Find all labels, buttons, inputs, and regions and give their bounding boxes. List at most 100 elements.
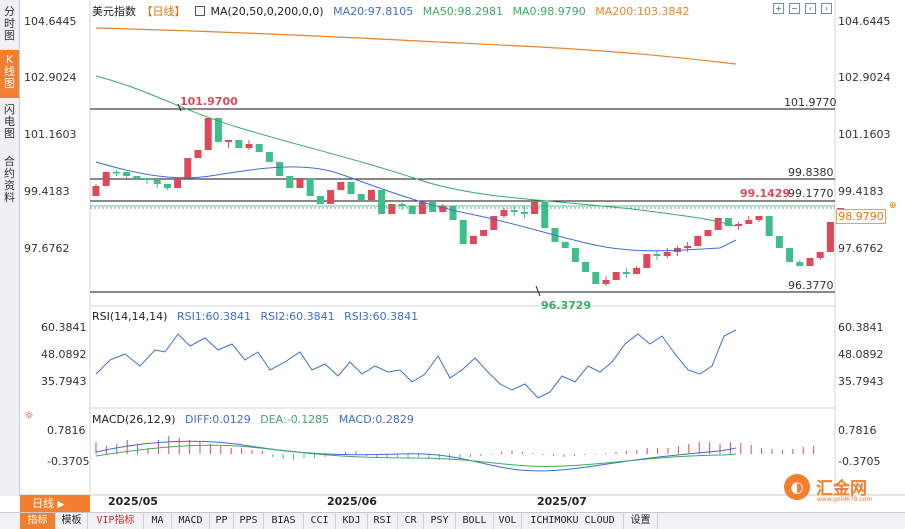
- candle-body-49: [592, 272, 600, 284]
- candle-body-36: [459, 220, 467, 244]
- macd-legend: MACD(26,12,9) DIFF:0.0129 DEA:-0.1285 MA…: [92, 413, 420, 426]
- candle-body-28: [378, 190, 386, 214]
- period-button[interactable]: 日线 ▶: [20, 495, 90, 512]
- macd-yaxis-right-1: -0.3705: [838, 455, 881, 468]
- macd-diff-value: DIFF:0.0129: [185, 413, 251, 426]
- candle-body-3: [123, 172, 131, 176]
- indicator-tab-4[interactable]: MACD: [172, 513, 210, 529]
- indicator-tab-9[interactable]: KDJ: [336, 513, 368, 529]
- candle-body-43: [531, 202, 539, 214]
- candle-body-67: [775, 236, 783, 248]
- indicator-tab-8[interactable]: CCI: [304, 513, 336, 529]
- indicator-tab-7[interactable]: BIAS: [264, 513, 304, 529]
- scroll-left-icon[interactable]: ‹: [805, 3, 816, 14]
- indicator-tab-10[interactable]: RSI: [368, 513, 398, 529]
- candle-body-60: [704, 230, 712, 236]
- candle-body-37: [469, 236, 477, 244]
- candle-body-27: [367, 190, 375, 200]
- candle-body-35: [449, 206, 457, 220]
- sidebar: 分 时 图 K 线 图 闪 电 图 合 约 资 料: [0, 0, 20, 496]
- candle-body-56: [663, 252, 671, 256]
- candle-body-2: [112, 172, 120, 174]
- indicator-tab-13[interactable]: BOLL: [456, 513, 494, 529]
- candle-body-1: [102, 172, 110, 186]
- logo-subtext: www.gold678.com: [817, 496, 873, 503]
- candle-body-38: [480, 230, 488, 236]
- ma20-value: MA20:97.8105: [333, 5, 414, 18]
- rsi-yaxis-left-1: 48.0892: [41, 348, 87, 361]
- tab-kline-chart[interactable]: K 线 图: [0, 50, 19, 98]
- candle-body-31: [408, 206, 416, 214]
- candle-body-39: [490, 216, 498, 230]
- indicator-tab-1[interactable]: 模板: [56, 513, 88, 529]
- candle-body-34: [439, 206, 447, 212]
- ma200-line: [95, 27, 737, 65]
- candle-body-40: [500, 210, 508, 216]
- chevron-right-icon: ▶: [57, 500, 65, 510]
- rsi-yaxis-right-1: 48.0892: [838, 348, 884, 361]
- zoom-out-icon[interactable]: −: [789, 3, 800, 14]
- indicator-tab-12[interactable]: PSY: [424, 513, 456, 529]
- macd-yaxis-left-1: -0.3705: [47, 455, 90, 468]
- candle-body-17: [265, 152, 273, 162]
- candle-body-19: [286, 176, 294, 188]
- indicator-tab-5[interactable]: PP: [210, 513, 234, 529]
- tab-flash-chart[interactable]: 闪 电 图: [4, 103, 15, 140]
- annotation-last-high: 99.1429: [740, 187, 791, 200]
- candle-body-52: [622, 272, 630, 274]
- candle-body-21: [306, 178, 314, 196]
- indicator-settings-icon[interactable]: ☼: [24, 409, 34, 422]
- indicator-tab-16[interactable]: 设置: [624, 513, 658, 529]
- candle-body-14: [235, 140, 243, 148]
- chart-canvas[interactable]: [0, 0, 905, 512]
- ma0-value: MA0:98.9790: [512, 5, 586, 18]
- candle-body-50: [602, 280, 610, 284]
- logo-mark-icon: ◐: [784, 474, 810, 500]
- indicator-tab-2[interactable]: VIP指标: [88, 513, 144, 529]
- brand-logo: ◐ 汇金网 www.gold678.com: [780, 472, 890, 506]
- indicator-tab-3[interactable]: MA: [144, 513, 172, 529]
- rsi-legend: RSI(14,14,14) RSI1:60.3841 RSI2:60.3841 …: [92, 310, 424, 323]
- main-yaxis-right-1: 102.9024: [838, 71, 891, 84]
- candle-body-62: [724, 218, 732, 226]
- indicator-tab-11[interactable]: CR: [398, 513, 424, 529]
- indicator-tab-14[interactable]: VOL: [494, 513, 522, 529]
- macd-title: MACD(26,12,9): [92, 413, 176, 426]
- candle-body-68: [786, 248, 794, 262]
- candle-body-54: [643, 254, 651, 268]
- indicator-tab-0[interactable]: 指标: [20, 513, 56, 529]
- symbol-name: 美元指数: [92, 5, 136, 18]
- xaxis-label-0: 2025/05: [108, 495, 158, 508]
- rsi-yaxis-right-2: 35.7943: [838, 375, 884, 388]
- tab-contract-info[interactable]: 合 约 资 料: [4, 155, 15, 204]
- macd-yaxis-left-0: 0.7816: [47, 424, 86, 437]
- main-yaxis-right-4: 97.6762: [838, 242, 884, 255]
- candle-body-64: [745, 220, 753, 224]
- alert-bell-icon[interactable]: ⊕: [889, 201, 897, 211]
- level-label-1: 101.9770: [784, 96, 837, 109]
- xaxis-label-1: 2025/06: [327, 495, 377, 508]
- main-yaxis-right-0: 104.6445: [838, 15, 891, 28]
- candle-body-61: [714, 218, 722, 230]
- candle-body-9: [184, 158, 192, 178]
- candle-body-15: [245, 144, 253, 148]
- candle-body-72: [826, 222, 834, 252]
- candle-body-10: [194, 150, 202, 158]
- scroll-right-icon[interactable]: ›: [821, 3, 832, 14]
- rsi-yaxis-left-2: 35.7943: [41, 375, 87, 388]
- indicator-tab-15[interactable]: ICHIMOKU CLOUD: [522, 513, 624, 529]
- indicator-tab-6[interactable]: PPS: [234, 513, 264, 529]
- candle-body-70: [806, 258, 814, 266]
- candle-body-48: [582, 262, 590, 272]
- candle-body-66: [765, 216, 773, 236]
- candle-body-4: [133, 176, 141, 178]
- candle-body-12: [214, 118, 222, 142]
- macd-yaxis-right-0: 0.7816: [838, 424, 877, 437]
- zoom-in-icon[interactable]: +: [773, 3, 784, 14]
- annotation-high: 101.9700: [180, 95, 238, 108]
- candle-body-41: [510, 210, 518, 212]
- tab-time-chart[interactable]: 分 时 图: [4, 5, 15, 42]
- ma-settings-icon[interactable]: [195, 6, 205, 16]
- candle-body-44: [541, 202, 549, 228]
